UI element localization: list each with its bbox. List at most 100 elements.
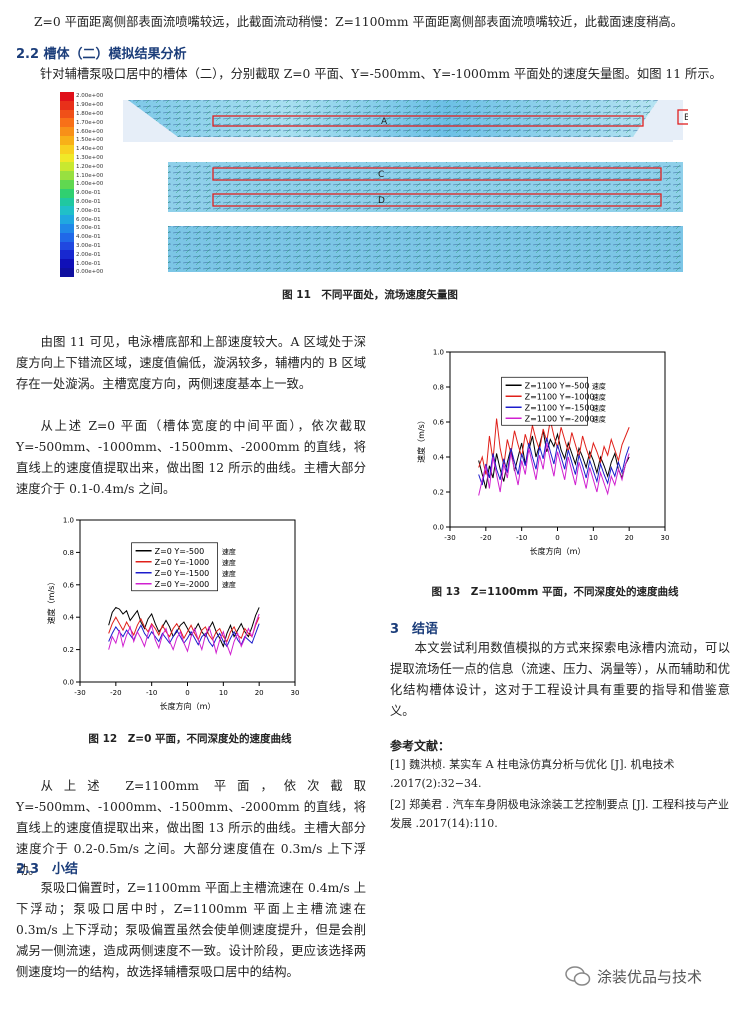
figure-11-colorbar: 2.00e+00 1.90e+00 1.80e+00 1.70e+00 1.60e+00… xyxy=(60,92,103,277)
section-2-2-title: 2.2 槽体（二）模拟结果分析 xyxy=(16,47,187,62)
colorbar-swatch xyxy=(60,100,74,110)
section-3-title: 3 结语 xyxy=(390,622,439,637)
y-tick-label: 0.4 xyxy=(433,454,445,462)
figure-13-caption: 图 13 Z=1100mm 平面，不同深度处的速度曲线 xyxy=(431,586,679,598)
y-axis-label: 速度（m/s） xyxy=(416,416,426,463)
x-tick-label: -30 xyxy=(444,534,455,542)
x-tick-label: 20 xyxy=(255,689,264,697)
y-tick-label: 0.0 xyxy=(63,679,74,687)
colorbar-swatch xyxy=(60,109,74,119)
colorbar-row: 2.00e+00 xyxy=(60,92,103,101)
x-tick-label: 10 xyxy=(589,534,598,542)
colorbar-label: 1.50e+00 xyxy=(76,137,104,144)
y-tick-label: 0.6 xyxy=(63,581,75,589)
colorbar-swatch xyxy=(60,215,74,224)
colorbar-label: 1.30e+00 xyxy=(76,154,104,161)
region-a-label: A xyxy=(381,117,388,127)
region-b-box xyxy=(677,109,688,125)
y-tick-label: 0.0 xyxy=(433,524,444,532)
y-tick-label: 0.2 xyxy=(433,489,444,497)
colorbar-row: 3.00e-01 xyxy=(60,241,103,251)
paragraph-fig12-intro: 从上述 Z=0 平面（槽体宽度的中间平面），依次截取 Y=-500mm、-100… xyxy=(16,419,366,496)
series-line-2 xyxy=(108,616,260,643)
colorbar-label: 1.00e+00 xyxy=(76,181,104,188)
y-tick-label: 0.8 xyxy=(63,549,74,557)
region-d-label: D xyxy=(378,196,385,206)
reference-1: [1] 魏洪桢. 某实车 A 柱电泳仿真分析与优化 [J]. 机电技术 .201… xyxy=(390,758,675,790)
region-a-box xyxy=(212,115,644,127)
colorbar-swatch xyxy=(60,232,74,242)
series-line-1 xyxy=(478,430,630,489)
y-tick-label: 0.4 xyxy=(63,614,75,622)
section-2-3-title: 2.3 小结 xyxy=(16,862,79,877)
legend-suffix: 速度 xyxy=(222,547,236,556)
colorbar-label: 5.00e-01 xyxy=(76,225,101,232)
region-b-label: B xyxy=(684,113,688,123)
references-title: 参考文献： xyxy=(390,739,451,753)
colorbar-label: 8.00e-01 xyxy=(76,198,101,205)
legend-suffix: 速度 xyxy=(222,558,236,567)
watermark: 涂装优品与技术 xyxy=(565,965,702,987)
colorbar-swatch xyxy=(60,153,74,163)
colorbar-label: 1.20e+00 xyxy=(76,163,104,170)
x-tick-label: 20 xyxy=(625,534,634,542)
colorbar-row: 1.30e+00 xyxy=(60,153,104,163)
colorbar-row: 1.20e+00 xyxy=(60,162,104,172)
colorbar-row: 1.80e+00 xyxy=(60,109,104,119)
colorbar-row: 0.00e+00 xyxy=(60,267,104,277)
x-tick-label: 0 xyxy=(555,534,559,542)
colorbar-label: 3.00e-01 xyxy=(76,242,101,249)
colorbar-row: 1.00e+00 xyxy=(60,179,104,189)
series-line-1 xyxy=(108,606,260,648)
colorbar-row: 4.00e-01 xyxy=(60,232,103,242)
legend-entry: Z=1100 Y=-1500 xyxy=(525,403,595,412)
colorbar-swatch xyxy=(60,206,74,216)
figure-13-chart: -30 -20 -10 0 10 20 30 0.0 0.2 0.4 0.6 0.8 1.0 长度方向（m… xyxy=(416,349,669,557)
figure-12-chart: -30 -20 -10 0 10 20 30 0.0 0.2 0.4 0.6 0.8 1.0 长度方向（m… xyxy=(46,517,300,712)
colorbar-label: 6.00e-01 xyxy=(76,216,101,223)
x-tick-label: -20 xyxy=(110,689,121,697)
x-tick-label: 0 xyxy=(185,689,189,697)
series-line-4 xyxy=(478,442,630,496)
section-3-paragraph: 本文尝试利用数值模拟的方式来探索电泳槽内流动，可以提取流场任一点的信息（流速、压… xyxy=(390,641,730,718)
reference-2: [2] 郑美君 . 汽车车身阴极电泳涂装工艺控制要点 [J]. 工程科技与产业发… xyxy=(390,798,730,830)
colorbar-swatch xyxy=(60,92,74,101)
colorbar-swatch xyxy=(60,162,74,172)
colorbar-swatch xyxy=(60,250,74,260)
colorbar-label: 4.00e-01 xyxy=(76,234,101,241)
section-2-3-paragraph: 泵吸口偏置时，Z=1100mm 平面上主槽流速在 0.4m/s 上下浮动；泵吸口… xyxy=(16,881,366,979)
colorbar-swatch xyxy=(60,197,74,207)
figure-12-caption: 图 12 Z=0 平面，不同深度处的速度曲线 xyxy=(88,733,292,745)
y-tick-label: 0.6 xyxy=(433,419,445,427)
colorbar-swatch xyxy=(60,267,74,277)
colorbar-label: 7.00e-01 xyxy=(76,207,101,214)
colorbar-swatch xyxy=(60,179,74,189)
colorbar-label: 1.70e+00 xyxy=(76,119,104,126)
region-c-label: C xyxy=(378,170,384,180)
x-tick-label: -30 xyxy=(74,689,85,697)
series-line-4 xyxy=(108,613,260,657)
colorbar-row: 1.90e+00 xyxy=(60,100,103,110)
colorbar-row: 9.00e-01 xyxy=(60,188,103,198)
legend-entry: Z=1100 Y=-2000 xyxy=(525,414,595,423)
legend-suffix: 速度 xyxy=(222,569,236,578)
legend-entry: Z=0 Y=-1500 xyxy=(155,569,210,578)
vector-panel-z0: A B xyxy=(123,100,688,142)
colorbar-label: 1.80e+00 xyxy=(76,110,104,117)
x-axis-label: 长度方向（m） xyxy=(530,546,586,556)
figure-11-vector-fields: A B C D xyxy=(123,100,688,272)
colorbar-label: 1.40e+00 xyxy=(76,146,104,153)
x-tick-label: 30 xyxy=(291,689,300,697)
x-tick-label: 10 xyxy=(219,689,228,697)
legend-entry: Z=0 Y=-2000 xyxy=(155,580,210,589)
top-paragraph: Z=0 平面距离侧部表面流喷嘴较远，此截面流动稍慢：Z=1100mm 平面距离侧… xyxy=(34,15,684,29)
paragraph-fig13-intro: 从上述 Z=1100mm 平面，依次截取 Y=-500mm、-1000mm、-1… xyxy=(16,779,366,877)
x-tick-label: -10 xyxy=(516,534,527,542)
colorbar-row: 8.00e-01 xyxy=(60,197,103,207)
x-tick-label: -10 xyxy=(146,689,157,697)
region-d-box xyxy=(212,193,662,207)
colorbar-label: 0.00e+00 xyxy=(76,269,104,276)
colorbar-swatch xyxy=(60,118,74,128)
y-tick-label: 1.0 xyxy=(433,349,444,357)
colorbar-label: 1.60e+00 xyxy=(76,128,104,135)
